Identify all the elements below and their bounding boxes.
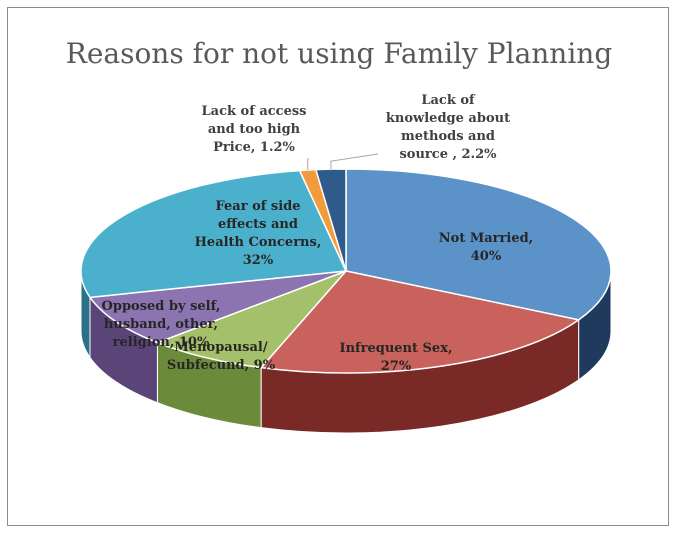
- data-label-line: Menopausal/: [174, 340, 267, 355]
- data-label-line: Subfecund, 9%: [167, 358, 276, 373]
- data-label-line: Lack of: [421, 93, 476, 108]
- data-label-line: Health Concerns,: [195, 235, 322, 250]
- data-label-line: 40%: [471, 249, 502, 264]
- data-label-6: Lack of knowledge about methods and source …: [386, 93, 510, 162]
- data-label-line: and too high: [208, 122, 301, 137]
- data-label-line: Price, 1.2%: [213, 140, 295, 155]
- leader-lines: [307, 153, 379, 171]
- data-label-line: methods and: [401, 129, 495, 144]
- slice-menopausal-subfecund: [155, 270, 347, 369]
- data-label-line: Fear of side: [216, 199, 301, 214]
- data-label-line: religion, 10%: [113, 335, 210, 350]
- slice-not-married: [345, 168, 612, 321]
- pie-chart: Reasons for not using Family Planning No…: [66, 37, 613, 434]
- data-label-2: Menopausal/Subfecund, 9%: [167, 340, 276, 373]
- chart-frame: Reasons for not using Family Planning No…: [7, 7, 669, 526]
- data-label-line: Opposed by self,: [102, 299, 221, 314]
- data-label-4: Fear of side effects and Health Concerns, 3…: [195, 199, 322, 268]
- data-label-line: husband, other,: [104, 317, 218, 332]
- data-label-1: Infrequent Sex, 27%: [340, 341, 453, 374]
- chart-title: Reasons for not using Family Planning: [66, 37, 613, 70]
- data-label-line: Lack of access: [202, 104, 307, 119]
- data-label-3: Opposed by self, husband, other, religion,…: [102, 299, 221, 350]
- data-label-line: Not Married,: [439, 231, 533, 246]
- data-label-line: Infrequent Sex,: [340, 341, 453, 356]
- data-label-line: effects and: [218, 217, 298, 232]
- data-label-line: knowledge about: [386, 111, 510, 126]
- data-label-0: Not Married, 40%: [439, 231, 533, 264]
- data-label-5: Lack of access and too high Price, 1.2%: [202, 104, 307, 155]
- slice-fear-of-side-effects-and-health-concerns: [80, 169, 348, 299]
- data-label-line: source , 2.2%: [399, 147, 497, 162]
- data-label-line: 32%: [243, 253, 274, 268]
- data-labels: Not Married, 40% Infrequent Sex, 27% Menopau…: [102, 93, 534, 374]
- pie-tops: [80, 168, 612, 374]
- leader-line-6: [330, 153, 379, 170]
- slice-infrequent-sex: [259, 270, 581, 374]
- slice-opposed-by-self-husband-other-religion: [88, 270, 347, 344]
- data-label-line: 27%: [381, 359, 412, 374]
